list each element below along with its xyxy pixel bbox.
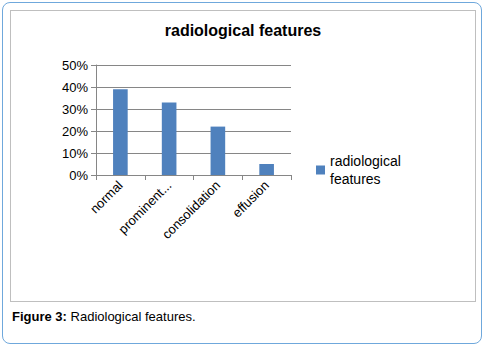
svg-text:40%: 40% — [62, 80, 88, 95]
svg-text:50%: 50% — [62, 58, 88, 73]
svg-text:effusion: effusion — [229, 178, 272, 221]
svg-text:radiological features: radiological features — [165, 22, 322, 39]
svg-text:features: features — [330, 171, 381, 187]
html-text:Figure 3: Radiological feature: Figure 3: Radiological features. — [12, 309, 196, 324]
svg-text:radiological: radiological — [330, 153, 405, 169]
svg-text:10%: 10% — [62, 146, 88, 161]
svg-text:20%: 20% — [62, 124, 88, 139]
svg-text:normal: normal — [87, 178, 126, 217]
svg-text:0%: 0% — [69, 168, 88, 183]
svg-text:consolidation: consolidation — [159, 178, 223, 242]
svg-text:prominent...: prominent... — [115, 177, 175, 237]
svg-text:30%: 30% — [62, 102, 88, 117]
